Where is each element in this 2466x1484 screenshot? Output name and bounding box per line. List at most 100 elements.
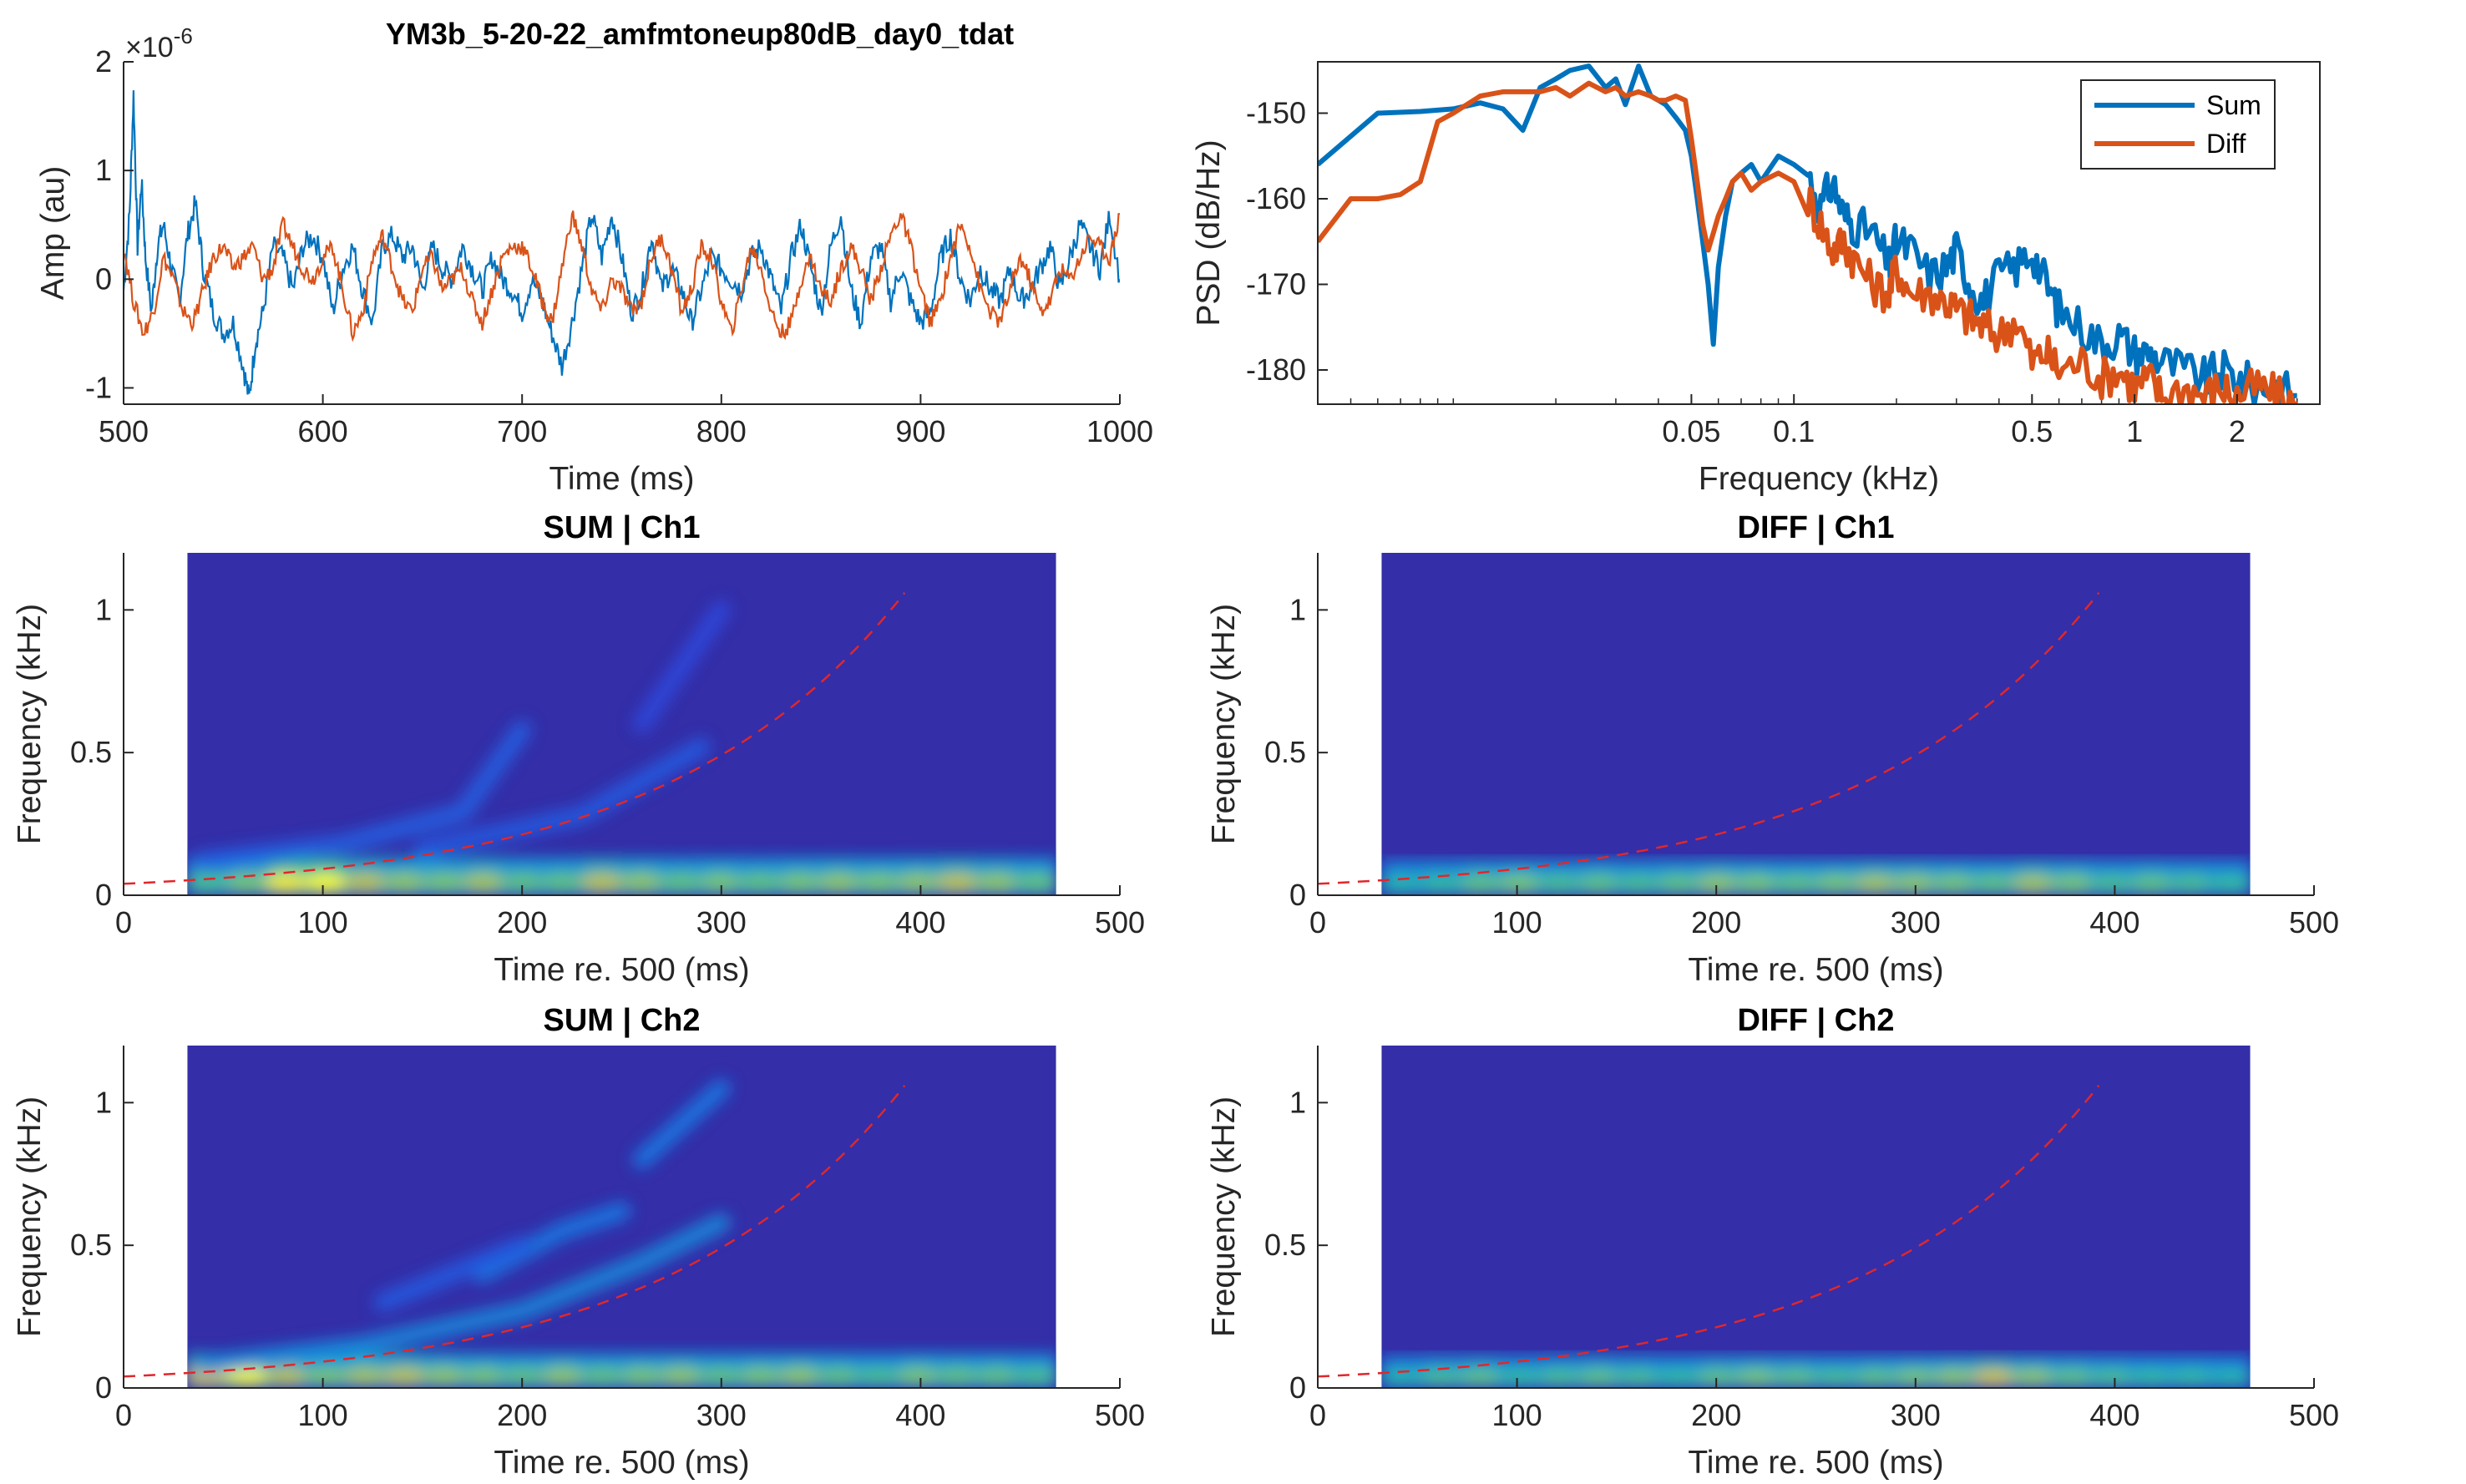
spec-sum-ch1-image (187, 553, 1056, 895)
y-tick-label: 1 (1289, 592, 1306, 626)
x-tick-label: 200 (1691, 1398, 1741, 1432)
x-tick-label: 100 (1492, 1398, 1542, 1432)
x-axis-label: Time re. 500 (ms) (1688, 1445, 1943, 1480)
lowband-peak (1616, 1369, 1660, 1385)
lowband-peak (382, 873, 427, 892)
y-tick-label: 1 (95, 153, 112, 187)
x-tick-label: 300 (696, 1398, 747, 1432)
lowband-peak (2050, 1369, 2094, 1385)
y-axis-label: Frequency (kHz) (1206, 1097, 1242, 1337)
heatmap-feature-3 (632, 600, 731, 733)
lowband-peak (975, 1367, 1019, 1385)
exponent-power: -6 (174, 23, 193, 48)
lowband-peak (1616, 874, 1660, 892)
lowband-peak (698, 1367, 742, 1385)
lowband-peak (580, 873, 624, 892)
lowband-peak (1932, 874, 1977, 892)
y-tick-label: 1 (95, 592, 112, 626)
lowband-peak (2129, 874, 2174, 892)
y-tick-label: 1 (1289, 1085, 1306, 1119)
x-tick-label: 2 (2229, 414, 2246, 448)
lowband-peak (659, 873, 703, 892)
x-tick-label: 900 (895, 414, 945, 448)
heatmap-background (1381, 1046, 2251, 1388)
lowband-peak (1655, 1369, 1700, 1385)
lowband-peak (382, 1367, 427, 1385)
x-tick-label: 200 (1691, 905, 1741, 940)
y-tick-label: 0 (1289, 1370, 1306, 1405)
spec-diff-ch2-axes: 0 100 200 300 400 500 0 0.5 1 Time re. 500 (ms) Fr… (1206, 1003, 2339, 1481)
lowband-peak (1734, 1369, 1779, 1385)
lowband-peak (777, 873, 822, 892)
lowband-peak (1577, 874, 1621, 892)
x-tick-label: 0.5 (2011, 414, 2053, 448)
y-tick-label: 0.5 (70, 1228, 112, 1262)
y-tick-label: 0 (95, 878, 112, 912)
x-tick-label: 0 (1309, 1398, 1326, 1432)
y-tick-label: 0.5 (1264, 735, 1306, 769)
lowband-peak (1458, 874, 1502, 892)
lowband-peak (303, 1367, 347, 1385)
x-tick-label: 500 (1095, 905, 1145, 940)
lowband-peak (1734, 874, 1779, 892)
lowband-peak (2209, 1369, 2251, 1385)
y-tick-label: 0 (95, 261, 112, 296)
sweep-trajectory (1318, 592, 2100, 885)
heatmap-feature-2 (413, 737, 711, 859)
lowband-peak (856, 873, 900, 892)
lowband-peak (1537, 874, 1582, 892)
heatmap-feature-1 (194, 1213, 731, 1375)
lowband-peak (2209, 874, 2251, 892)
x-tick-label: 200 (497, 905, 547, 940)
lowband-peak (1537, 1369, 1582, 1385)
legend-label-sum: Sum (2206, 90, 2261, 120)
lowband-peak (225, 873, 269, 892)
lowband-peak (1972, 874, 2016, 892)
x-tick-label: 0 (115, 905, 132, 940)
heatmap-feature-4 (373, 1236, 532, 1312)
lowband-peak (856, 1367, 900, 1385)
heatmap-energy (187, 600, 1056, 895)
waveform-plot-area (124, 90, 1120, 395)
y-tick-label: -1 (85, 370, 112, 404)
lowband-peak (2090, 874, 2134, 892)
lowband-peak (1381, 874, 1423, 892)
lowband-peak (1892, 1369, 1937, 1385)
lowband-peak (1853, 874, 1897, 892)
x-tick-label: 400 (895, 905, 945, 940)
y-axis-label: Amp (au) (35, 166, 71, 300)
lowband-peak (1381, 1369, 1423, 1385)
sweep-trajectory (1318, 1085, 2100, 1378)
lowband-peak (1497, 1369, 1542, 1385)
heatmap-energy (187, 1079, 1056, 1388)
axes-title: SUM | Ch1 (544, 510, 701, 545)
axes-title: SUM | Ch2 (544, 1003, 701, 1038)
x-tick-label: 0.05 (1662, 414, 1720, 448)
psd-series-diff (1318, 80, 2298, 404)
lowband-peak (737, 1367, 782, 1385)
spec-diff-ch1-axes: 0 100 200 300 400 500 0 0.5 1 Time re. 500 (ms) Fr… (1206, 510, 2339, 988)
y-axis-label: Frequency (kHz) (1206, 604, 1242, 844)
lowband-peak (1458, 1369, 1502, 1385)
lowband-peak (896, 873, 940, 892)
lowband-peak (1655, 874, 1700, 892)
legend: Sum Diff (2080, 79, 2276, 170)
lowband-peak (501, 873, 545, 892)
heatmap-background (1381, 553, 2251, 895)
y-tick-label: -150 (1246, 96, 1306, 130)
lowband-peak (1774, 874, 1818, 892)
lowband-peak (2169, 874, 2213, 892)
lowband-peak (2011, 1369, 2055, 1385)
x-tick-label: 1 (2126, 414, 2143, 448)
lowband-peak (422, 1367, 466, 1385)
lowband-peak (540, 873, 585, 892)
x-tick-label: 600 (298, 414, 348, 448)
x-tick-label: 300 (1891, 1398, 1941, 1432)
x-tick-label: 0 (115, 1398, 132, 1432)
lowband-peak (1015, 1367, 1056, 1385)
x-tick-label: 300 (1891, 905, 1941, 940)
lowband-peak (540, 1367, 585, 1385)
y-tick-label: 0.5 (70, 735, 112, 769)
lowband-peak (896, 1367, 940, 1385)
y-tick-label: 0.5 (1264, 1228, 1306, 1262)
